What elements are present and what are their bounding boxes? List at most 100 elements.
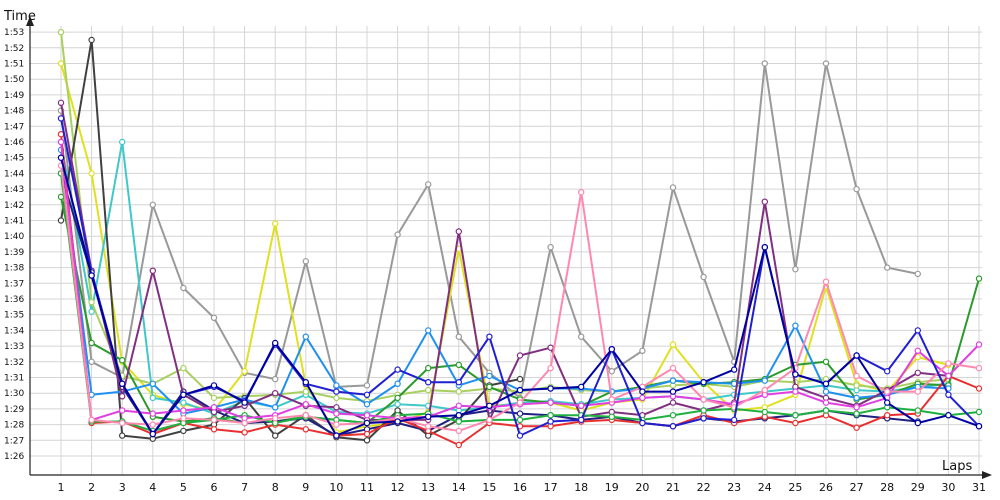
data-point xyxy=(669,341,677,348)
data-point xyxy=(241,419,248,427)
data-point xyxy=(57,154,65,161)
x-tick-label: 30 xyxy=(941,481,955,494)
data-point xyxy=(822,399,830,406)
data-point xyxy=(945,391,952,398)
data-point xyxy=(118,407,126,414)
data-point xyxy=(118,380,126,387)
data-point xyxy=(669,423,677,430)
y-tick-label: 1:51 xyxy=(4,60,24,70)
data-point xyxy=(118,357,126,364)
series-line-9 xyxy=(60,102,949,421)
data-point xyxy=(945,360,952,367)
y-tick-label: 1:52 xyxy=(4,44,24,54)
x-tick-label: 3 xyxy=(119,481,126,494)
data-point xyxy=(853,352,860,359)
x-tick-label: 11 xyxy=(360,481,374,494)
data-point xyxy=(363,412,371,419)
data-point xyxy=(547,385,554,392)
data-point xyxy=(884,388,891,395)
data-point xyxy=(455,361,462,369)
x-tick-label: 24 xyxy=(758,481,772,494)
y-tick-label: 1:44 xyxy=(4,169,24,179)
data-point xyxy=(149,421,156,428)
data-point xyxy=(210,426,218,433)
data-point xyxy=(486,416,493,424)
x-tick-label: 20 xyxy=(635,481,649,494)
data-point xyxy=(333,421,340,428)
data-point xyxy=(149,267,156,274)
data-point xyxy=(425,386,432,394)
data-point xyxy=(914,327,922,334)
y-tick-label: 1:37 xyxy=(4,279,24,289)
data-point xyxy=(792,322,799,329)
x-tick-label: 23 xyxy=(727,481,741,494)
x-tick-label: 25 xyxy=(788,481,802,494)
data-point xyxy=(700,415,707,422)
data-point xyxy=(149,410,156,417)
data-point xyxy=(57,99,65,107)
data-point xyxy=(272,432,279,439)
data-point xyxy=(241,368,248,375)
data-point xyxy=(792,419,799,427)
data-point xyxy=(394,231,401,238)
data-point xyxy=(792,388,799,395)
data-point xyxy=(363,382,371,389)
data-point xyxy=(88,358,95,365)
data-point xyxy=(425,181,432,188)
data-point xyxy=(455,418,462,425)
data-point xyxy=(669,377,677,384)
data-point xyxy=(914,419,922,427)
data-point xyxy=(455,427,462,435)
data-point xyxy=(302,426,309,433)
data-point xyxy=(149,201,156,208)
data-point xyxy=(180,284,187,292)
data-point xyxy=(425,423,432,430)
data-point xyxy=(272,339,279,347)
data-point xyxy=(302,412,309,419)
data-point xyxy=(272,375,279,383)
data-point xyxy=(578,416,585,424)
data-point xyxy=(761,198,769,205)
data-point xyxy=(425,327,432,334)
x-tick-label: 19 xyxy=(605,481,619,494)
data-point xyxy=(363,419,371,427)
data-point xyxy=(333,382,340,389)
data-point xyxy=(914,407,922,414)
x-tick-label: 27 xyxy=(850,481,864,494)
data-point xyxy=(272,404,279,411)
data-point xyxy=(822,380,830,387)
y-tick-label: 1:40 xyxy=(4,232,24,242)
x-tick-label: 14 xyxy=(452,481,466,494)
y-tick-label: 1:30 xyxy=(4,389,24,399)
y-tick-label: 1:33 xyxy=(4,342,24,352)
data-point xyxy=(853,394,860,402)
data-point xyxy=(118,138,126,146)
data-point xyxy=(394,394,401,402)
y-tick-label: 1:36 xyxy=(4,295,24,305)
data-point xyxy=(761,60,769,67)
y-axis-title: Time xyxy=(3,9,36,24)
data-point xyxy=(761,377,769,384)
series-line-5 xyxy=(60,39,521,442)
data-point xyxy=(210,382,218,389)
y-tick-label: 1:42 xyxy=(4,201,24,211)
data-point xyxy=(363,437,371,444)
x-tick-label: 18 xyxy=(574,481,588,494)
x-tick-label: 1 xyxy=(58,481,65,494)
data-point xyxy=(731,366,738,373)
data-point xyxy=(88,308,95,315)
x-axis-title: Laps xyxy=(942,459,972,474)
x-tick-label: 4 xyxy=(149,481,156,494)
data-point xyxy=(639,347,646,354)
data-point xyxy=(57,138,65,146)
data-point xyxy=(547,364,554,372)
data-point xyxy=(516,432,524,439)
y-tick-label: 1:47 xyxy=(4,122,24,132)
data-point xyxy=(914,353,922,361)
data-point xyxy=(363,430,371,438)
data-point xyxy=(394,401,401,408)
data-point xyxy=(761,243,769,251)
data-point xyxy=(210,404,218,411)
